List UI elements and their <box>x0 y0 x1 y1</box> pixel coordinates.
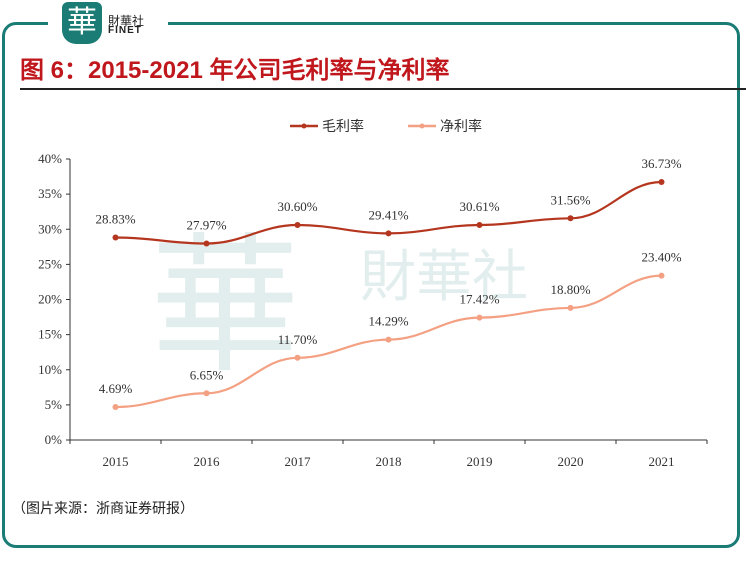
x-tick-label: 2019 <box>467 454 493 469</box>
data-point <box>203 390 210 397</box>
x-tick-label: 2020 <box>558 454 584 469</box>
figure-frame <box>2 22 740 548</box>
data-label: 23.40% <box>641 250 681 265</box>
data-label: 30.60% <box>277 199 317 214</box>
data-label: 27.97% <box>186 218 226 233</box>
brand-name-cn: 財華社 <box>108 14 145 28</box>
data-point <box>658 272 665 279</box>
y-tick-label: 15% <box>38 327 62 342</box>
data-point <box>476 314 483 321</box>
y-tick-label: 25% <box>38 256 62 271</box>
source-note: （图片来源：浙商证券研报） <box>12 500 194 516</box>
data-label: 18.80% <box>550 282 590 297</box>
x-tick-label: 2017 <box>285 454 312 469</box>
data-label: 6.65% <box>190 367 224 382</box>
data-label: 4.69% <box>99 381 133 396</box>
data-point <box>203 240 210 247</box>
data-point <box>294 354 301 361</box>
data-label: 31.56% <box>550 192 590 207</box>
data-label: 29.41% <box>368 207 408 222</box>
y-tick-label: 5% <box>45 397 63 412</box>
data-point <box>567 215 574 222</box>
y-tick-label: 0% <box>45 432 63 447</box>
data-label: 30.61% <box>459 199 499 214</box>
data-label: 14.29% <box>368 314 408 329</box>
y-tick-label: 35% <box>38 186 62 201</box>
data-point <box>385 230 392 237</box>
data-point <box>476 221 483 228</box>
title-divider <box>20 88 746 90</box>
chart-title: 图 6：2015-2021 年公司毛利率与净利率 <box>20 57 450 84</box>
x-tick-label: 2018 <box>376 454 402 469</box>
y-tick-label: 20% <box>38 292 62 307</box>
legend-label: 净利率 <box>440 118 482 134</box>
legend-marker <box>419 123 425 129</box>
data-label: 36.73% <box>641 156 681 171</box>
y-tick-label: 10% <box>38 362 62 377</box>
data-label: 28.83% <box>95 211 135 226</box>
finet-logo: 華 <box>62 2 102 44</box>
legend-label: 毛利率 <box>322 118 364 134</box>
y-tick-label: 40% <box>38 151 62 166</box>
data-point <box>567 304 574 311</box>
y-tick-label: 30% <box>38 221 62 236</box>
x-tick-label: 2021 <box>649 454 675 469</box>
data-point <box>112 404 119 411</box>
data-point <box>658 178 665 185</box>
data-point <box>385 336 392 343</box>
legend-marker <box>301 123 307 129</box>
data-label: 17.42% <box>459 292 499 307</box>
data-label: 11.70% <box>278 332 318 347</box>
x-tick-label: 2016 <box>194 454 221 469</box>
brand-name-en: FINET <box>108 25 142 36</box>
data-point <box>294 222 301 229</box>
x-tick-label: 2015 <box>103 454 129 469</box>
data-point <box>112 234 119 241</box>
